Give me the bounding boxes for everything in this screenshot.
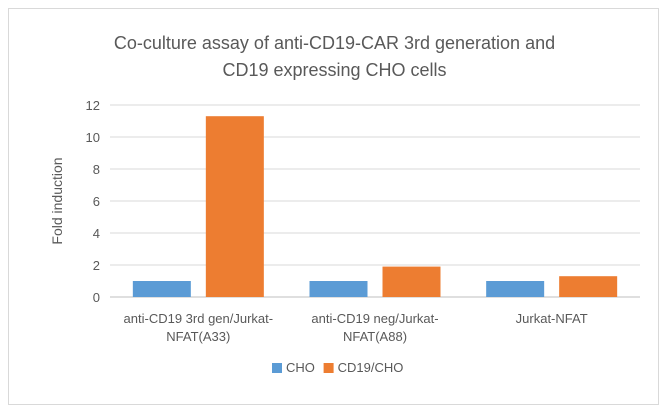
x-category-label-line: anti-CD19 neg/Jurkat-: [311, 311, 438, 326]
bar-cd19-cho: [559, 276, 618, 297]
x-category-label: anti-CD19 3rd gen/Jurkat- NFAT(A33): [124, 311, 274, 344]
x-category-label: anti-CD19 neg/Jurkat- NFAT(A88): [311, 311, 438, 344]
x-category-label-line: NFAT(A33): [166, 329, 230, 344]
legend-swatch: [323, 363, 334, 373]
chart-area: [8, 8, 659, 405]
y-axis-title: Fold induction: [49, 157, 65, 244]
bar-cd19-cho: [382, 266, 441, 297]
y-tick-label: 0: [93, 290, 100, 305]
y-tick-label: 2: [93, 258, 100, 273]
x-category-label-line: Jurkat-NFAT: [516, 311, 588, 326]
chart-title: Co-culture assay of anti-CD19-CAR 3rd ge…: [113, 33, 556, 80]
legend-label: CD19/CHO: [338, 360, 404, 375]
legend-swatch: [272, 363, 282, 373]
legend-label: CHO: [286, 360, 315, 375]
bar-cho: [486, 281, 545, 297]
bar-cd19-cho: [205, 116, 264, 297]
x-category-label: Jurkat-NFAT: [516, 311, 588, 326]
y-tick-label: 10: [86, 130, 100, 145]
y-tick-label: 4: [93, 226, 100, 241]
bar-cho: [132, 281, 191, 297]
y-tick-label: 6: [93, 194, 100, 209]
x-category-label-line: anti-CD19 3rd gen/Jurkat-: [124, 311, 274, 326]
bar-cho: [309, 281, 368, 297]
x-category-label-line: NFAT(A88): [343, 329, 407, 344]
y-tick-label: 8: [93, 162, 100, 177]
y-tick-label: 12: [86, 98, 100, 113]
